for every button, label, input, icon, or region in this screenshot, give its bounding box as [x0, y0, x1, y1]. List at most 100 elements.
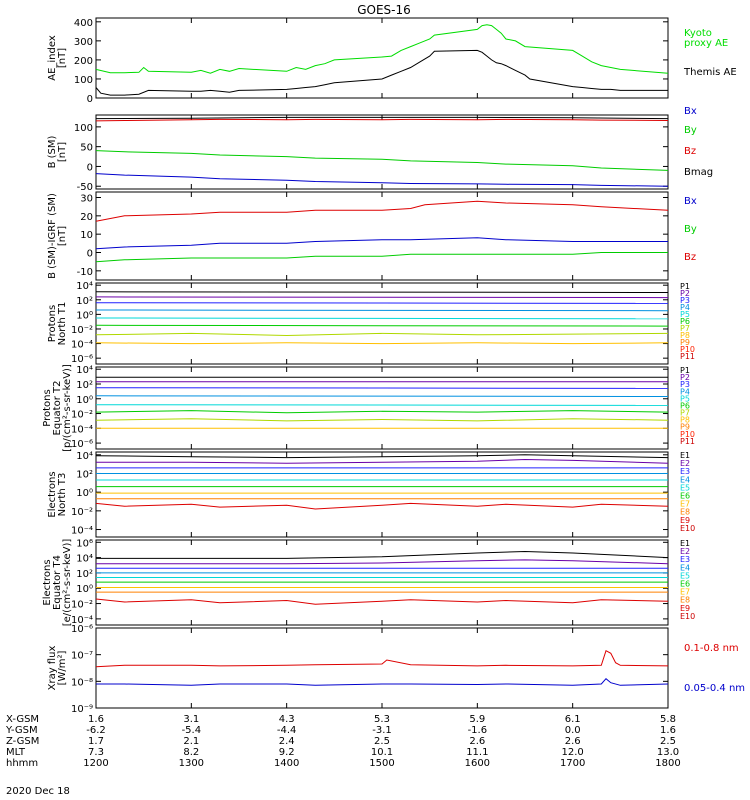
series-line-bz — [95, 118, 669, 122]
series-line-by — [95, 252, 668, 263]
y-tick-label: -50 — [77, 182, 93, 193]
y-tick-label: 100 — [74, 75, 93, 86]
legend-entry: P8 — [680, 416, 690, 425]
panel-frame — [95, 366, 669, 450]
ephemeris-value: 1.7 — [88, 736, 104, 747]
legend-entry: P10 — [680, 430, 695, 439]
legend-entry: P9 — [680, 338, 690, 347]
series-line-p3 — [95, 302, 669, 304]
ephemeris-value: 1400 — [274, 758, 299, 769]
ephemeris-row-label: X-GSM — [6, 714, 39, 725]
y-tick-label: 10⁻⁴ — [71, 340, 93, 351]
legend-entry: P3 — [680, 296, 690, 305]
series-line-by — [95, 150, 669, 171]
y-axis-label: Protons — [47, 305, 58, 342]
y-axis-label: North T3 — [57, 473, 68, 517]
legend-entry: E2 — [680, 459, 690, 468]
series-line-bz — [95, 200, 669, 222]
legend-entry: P11 — [680, 437, 695, 446]
ephemeris-value: 9.2 — [279, 747, 295, 758]
legend-entry: P3 — [680, 380, 690, 389]
series-line-p8 — [95, 342, 669, 345]
series-line-0-1-0-8-nm — [95, 649, 669, 668]
ephemeris-value: 1200 — [83, 758, 108, 769]
series-line-p7 — [95, 332, 669, 337]
legend-entry: Kyoto — [684, 28, 712, 39]
series-line-e1 — [95, 454, 669, 459]
y-tick-label: 10⁻⁴ — [71, 526, 93, 537]
series-line-0-05-0-4-nm — [96, 678, 669, 686]
series-line-p1 — [95, 291, 669, 293]
y-axis-label: Equator T2 — [52, 381, 63, 436]
y-tick-label: 10⁴ — [76, 281, 93, 292]
ephemeris-value: 10.1 — [371, 747, 393, 758]
legend-entry: 0.05-0.4 nm — [684, 683, 745, 694]
ephemeris-value: 5.8 — [660, 714, 676, 725]
series-line-e9 — [95, 598, 669, 605]
legend-entry: E10 — [680, 612, 695, 621]
series-line-p4 — [95, 395, 669, 397]
series-line-p5 — [95, 317, 669, 320]
series-line-themis-ae — [95, 49, 668, 96]
panel-4: 10⁴ 10² 10⁰ 10⁻² 10⁻⁴ 10⁻⁶ Protons North T1 P1P2… — [47, 281, 695, 365]
y-axis-label: B (SM)-IGRF (SM) — [47, 193, 58, 279]
legend-entry: P4 — [680, 303, 690, 312]
legend-entry: E10 — [680, 524, 695, 533]
y-axis-label: [p/(cm²-s-sr-keV)] — [62, 364, 73, 452]
y-tick-label: 10⁻⁶ — [71, 354, 93, 365]
panel-6: 10⁴ 10² 10⁰ 10⁻² 10⁻⁴ Electrons North T3 E1E2E3… — [47, 451, 695, 538]
ephemeris-value: -4.4 — [277, 725, 297, 736]
y-tick-label: 10⁰ — [76, 310, 93, 321]
panel-frame — [95, 114, 669, 190]
legend-entry: By — [684, 224, 697, 235]
y-tick-label: 10⁻⁹ — [71, 704, 93, 715]
y-tick-label: 20 — [80, 212, 93, 223]
y-tick-label: 200 — [74, 56, 93, 67]
ephemeris-value: 1.6 — [660, 725, 676, 736]
y-axis-label: [e/(cm²-s-sr-keV)] — [62, 539, 73, 627]
ephemeris-value: 1600 — [465, 758, 490, 769]
panel-7: 10⁶ 10⁴ 10² 10⁰ 10⁻² 10⁻⁴ Electrons Equator T4[… — [42, 538, 695, 626]
y-tick-label: 10⁻² — [71, 507, 93, 518]
y-tick-label: 10⁻⁸ — [71, 677, 93, 688]
y-tick-label: 10⁴ — [76, 451, 93, 462]
y-axis-label: Electrons — [47, 471, 58, 517]
panel-5: 10⁴ 10² 10⁰ 10⁻² 10⁻⁴ 10⁻⁶ Protons Equator T2 [p… — [42, 364, 695, 452]
ephemeris-value: -1.6 — [468, 725, 488, 736]
legend-entry: P11 — [680, 352, 695, 361]
legend-entry: Bx — [684, 106, 697, 117]
legend-entry: E4 — [680, 475, 690, 484]
legend-entry: E1 — [680, 539, 690, 548]
y-axis-label: [nT] — [57, 226, 68, 246]
ephemeris-value: 2.6 — [565, 736, 581, 747]
y-tick-label: 10⁻² — [71, 325, 93, 336]
panel-frame — [95, 282, 669, 365]
panel-frame — [95, 451, 669, 538]
legend-entry: P2 — [680, 289, 690, 298]
y-tick-label: 10⁻⁴ — [71, 424, 93, 435]
legend-entry: P5 — [680, 394, 690, 403]
legend-entry: E1 — [680, 451, 690, 460]
ephemeris-value: 2.6 — [469, 736, 485, 747]
y-axis-label: Xray flux — [47, 646, 58, 691]
ephemeris-value: 5.3 — [374, 714, 390, 725]
legend-entry: E3 — [680, 555, 690, 564]
series-line-p5 — [95, 404, 669, 406]
series-line-bx — [95, 173, 669, 187]
y-tick-label: 0 — [87, 94, 93, 105]
legend-entry: E2 — [680, 547, 690, 556]
y-tick-label: 10⁴ — [76, 554, 93, 565]
legend-entry: P7 — [680, 324, 690, 333]
legend-entry: Themis AE — [683, 67, 737, 78]
series-line-p6 — [95, 324, 669, 327]
ephemeris-value: -5.4 — [182, 725, 202, 736]
legend-entry: E5 — [680, 483, 690, 492]
y-tick-label: 10² — [76, 380, 93, 391]
y-tick-label: 10² — [76, 296, 93, 307]
panel-3: -10 0 10 20 30 B (SM)-IGRF (SM) [nT] Bx By Bz — [47, 191, 697, 281]
panel-frame — [95, 17, 669, 99]
y-tick-label: 10⁰ — [76, 488, 93, 499]
y-tick-label: -10 — [77, 267, 93, 278]
y-tick-label: 300 — [74, 37, 93, 48]
